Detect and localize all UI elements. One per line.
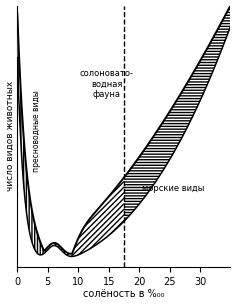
Text: морские виды: морские виды (142, 184, 204, 193)
Text: пресноводные виды: пресноводные виды (32, 90, 41, 172)
Y-axis label: число видов животных: число видов животных (6, 81, 15, 191)
X-axis label: солёность в %₀₀: солёность в %₀₀ (83, 289, 165, 300)
Text: солоновато-
водная
фауна: солоновато- водная фауна (80, 69, 134, 99)
